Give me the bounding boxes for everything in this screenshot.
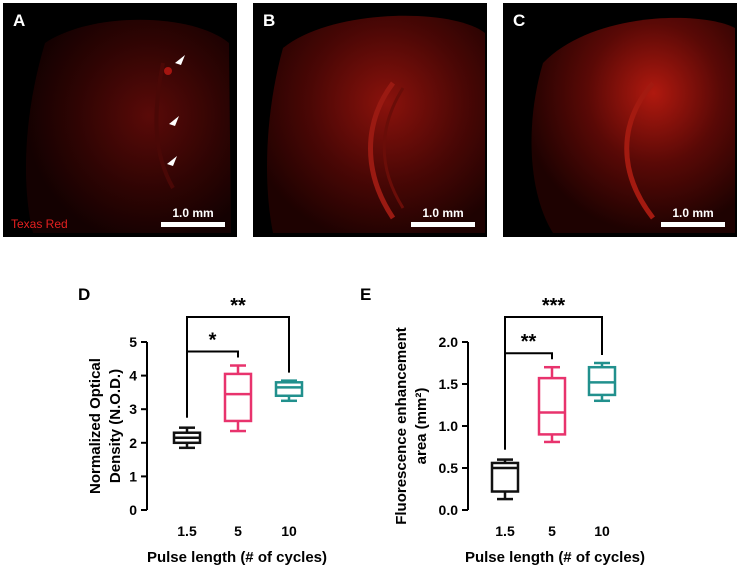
chart-e-y-tick-label: 0.5 (439, 460, 459, 476)
scale-bar-label-a: 1.0 mm (172, 206, 214, 220)
chart-e-y-tick-label: 1.0 (439, 418, 459, 434)
chart-e-y-tick-label: 0.0 (439, 502, 459, 518)
chart-d-y-tick-label: 4 (129, 368, 137, 384)
brain-section-image-c (531, 17, 735, 234)
brain-section-image-b (267, 15, 485, 233)
chart-e-x-tick-label: 10 (594, 523, 610, 539)
panel-label-c: C (513, 11, 526, 30)
chart-d-y-tick-label: 1 (129, 468, 137, 484)
chart-e-y-axis-label-line: Fluorescence enhancement (393, 327, 410, 525)
scale-bar-a: 1.0 mm (161, 206, 225, 227)
scale-bar-line-c (661, 222, 725, 227)
chart-d-y-axis-label-line: Normalized Optical (87, 358, 104, 494)
micrograph-panel-b: B 1.0 mm (253, 3, 487, 237)
scale-bar-line-a (161, 222, 225, 227)
chart-e-box (537, 376, 567, 436)
stain-label: Texas Red (11, 217, 68, 231)
chart-d-x-tick-label: 1.5 (177, 523, 197, 539)
chart-e-y-axis-label-line: area (mm²) (413, 388, 430, 465)
chart-e-significance-bracket (504, 316, 603, 450)
scale-bar-label-c: 1.0 mm (672, 206, 714, 220)
chart-e-box (490, 461, 520, 493)
micrograph-panel-a: A Texas Red 1.0 mm (3, 3, 237, 237)
chart-d-y-tick-label: 0 (129, 502, 137, 518)
panel-label-b: B (263, 11, 276, 30)
scale-bar-c: 1.0 mm (661, 206, 725, 227)
scale-bar-label-b: 1.0 mm (422, 206, 464, 220)
chart-d-box (274, 381, 304, 398)
chart-d-y-axis-label-line: Density (N.O.D.) (107, 369, 124, 483)
box-plot-charts: D 0 1 2 3 4 5 Normalized Optical Density (N.O.D.… (0, 250, 739, 572)
chart-d-significance-stars: * (209, 330, 217, 352)
chart-e-panel-label: E (360, 285, 371, 304)
chart-e-x-tick-label: 1.5 (495, 523, 515, 539)
chart-d-x-axis-label: Pulse length (# of cycles) (147, 549, 327, 566)
scale-bar-line-b (411, 222, 475, 227)
brain-section-image-a (25, 19, 231, 233)
micrograph-panel-c: C 1.0 mm (503, 3, 737, 237)
chart-d-significance-stars: ** (230, 295, 246, 317)
chart-d-box (223, 372, 253, 423)
scale-bar-b: 1.0 mm (411, 206, 475, 227)
panel-label-a: A (13, 11, 26, 30)
chart-e-y-tick-label: 1.5 (439, 376, 459, 392)
chart-d-panel-label: D (78, 285, 90, 304)
chart-e-x-axis-label: Pulse length (# of cycles) (465, 549, 645, 566)
chart-d-significance-bracket (186, 316, 290, 418)
chart-d-significance-bracket (186, 350, 239, 418)
chart-e-significance-stars: *** (542, 295, 566, 317)
chart-d-y-tick-label: 5 (129, 334, 137, 350)
chart-e-box (587, 365, 617, 397)
chart-e-significance-stars: ** (521, 331, 537, 353)
chart-d-y-tick-label: 2 (129, 435, 137, 451)
chart-e-x-tick-label: 5 (548, 523, 556, 539)
chart-e-y-tick-label: 2.0 (439, 334, 459, 350)
chart-d-x-tick-label: 10 (281, 523, 297, 539)
chart-d-x-tick-label: 5 (234, 523, 242, 539)
charts-svg: D 0 1 2 3 4 5 Normalized Optical Density (N.O.D.… (78, 285, 645, 566)
chart-d-y-tick-label: 3 (129, 401, 137, 417)
